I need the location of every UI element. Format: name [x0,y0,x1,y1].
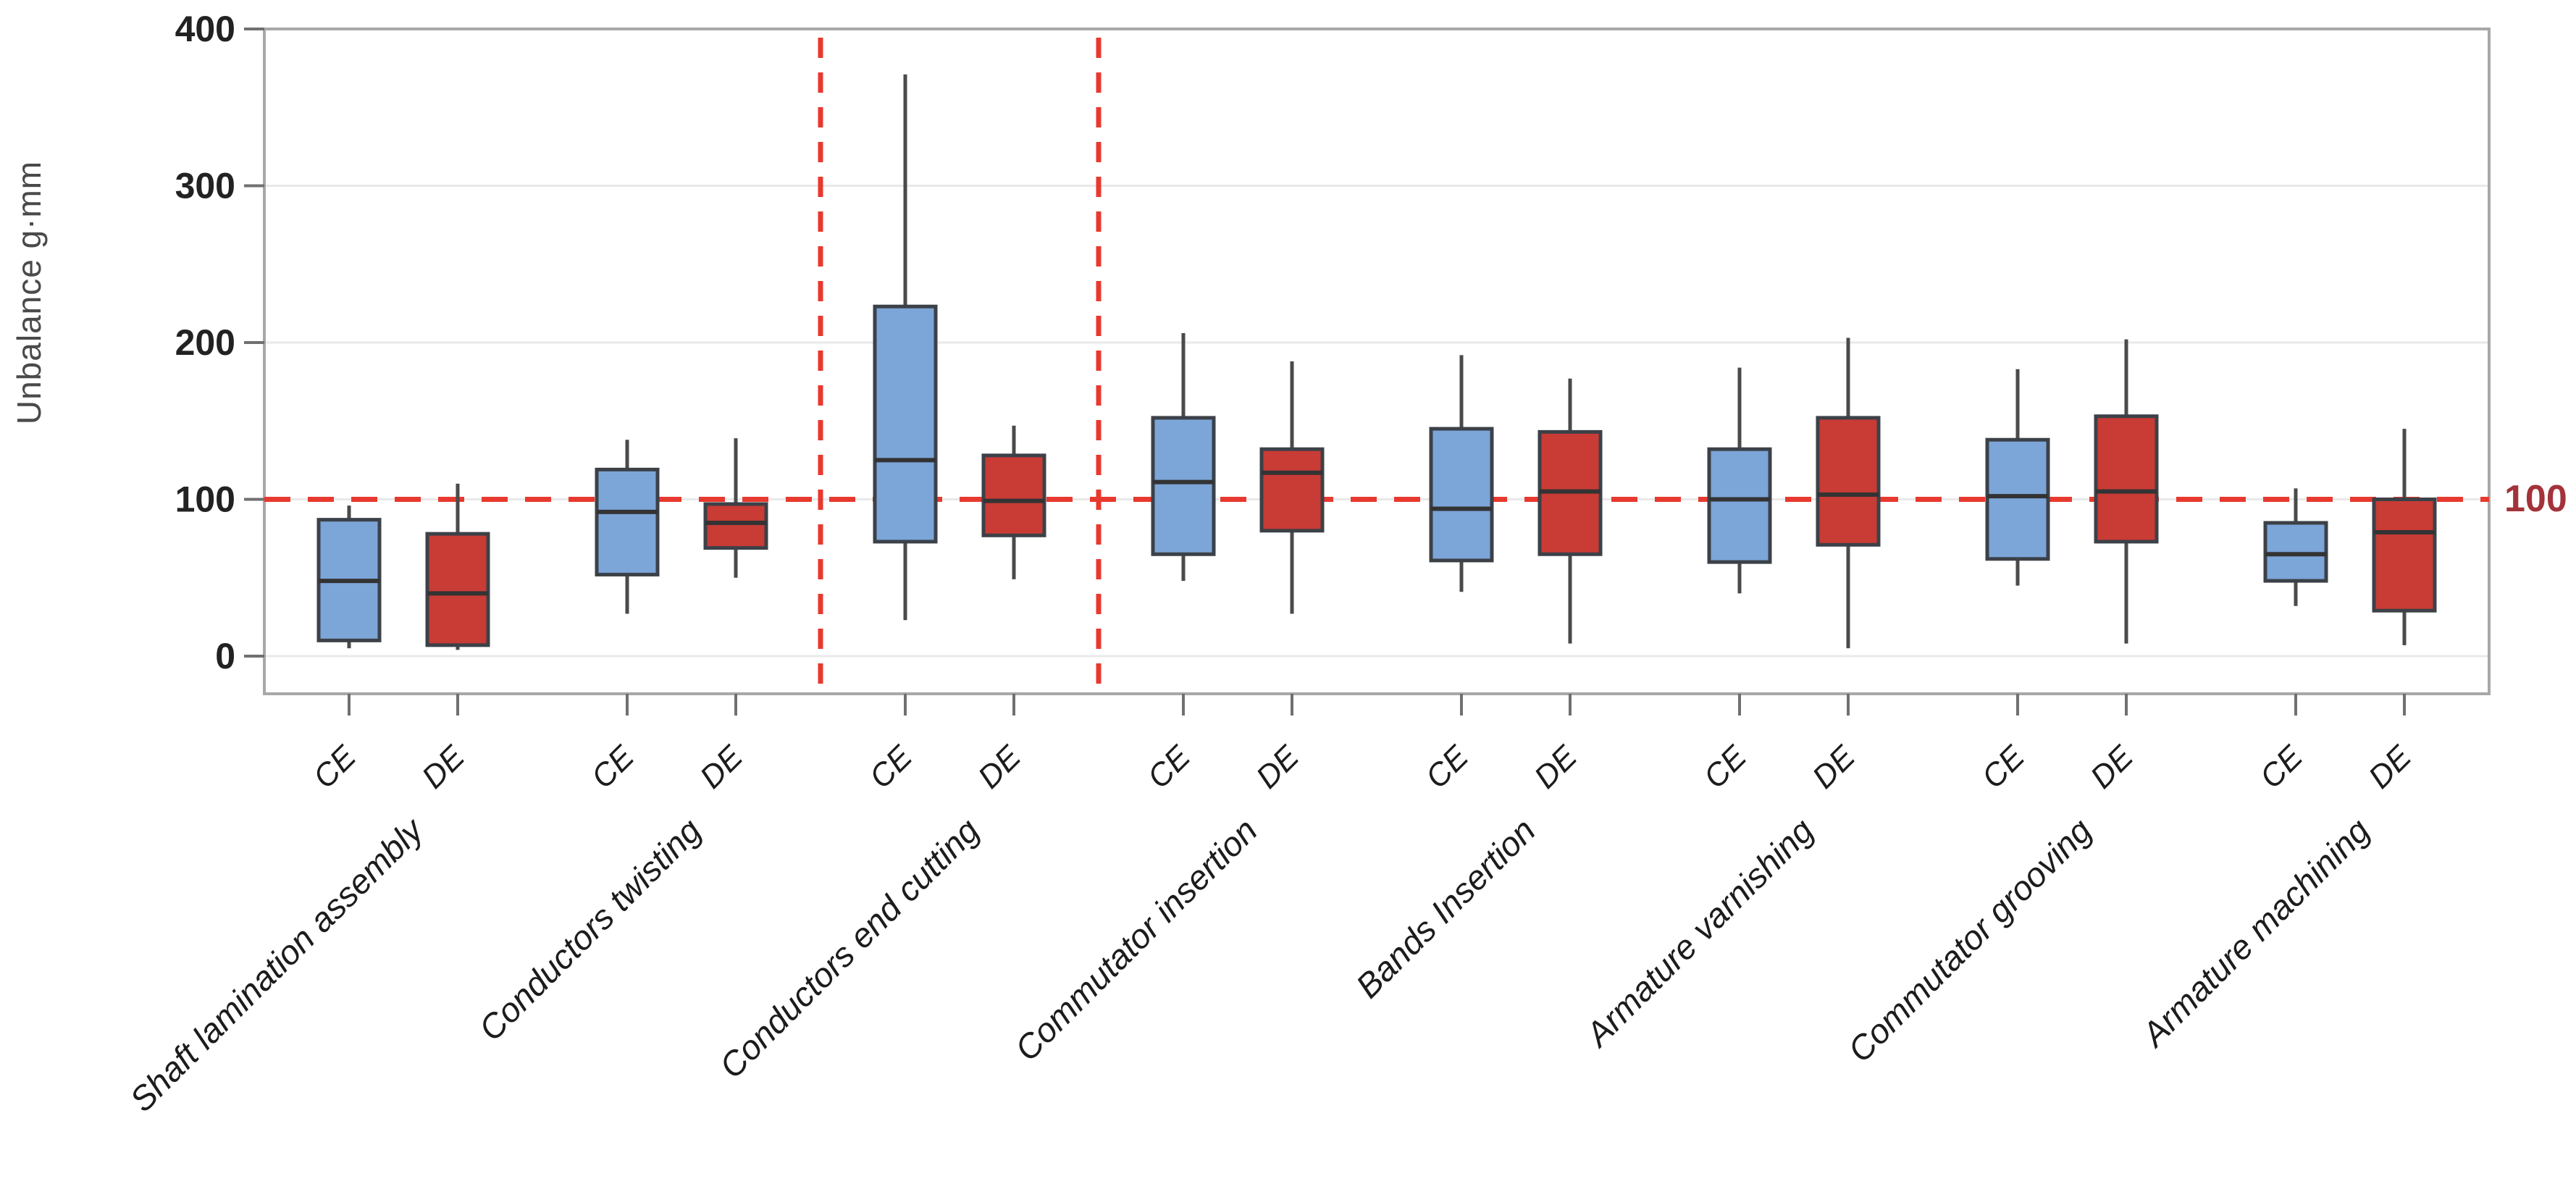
group-label-commutator-grooving: Commutator grooving [1840,811,2099,1070]
group-label-conductors-end-cutting: Conductors end cutting [712,811,986,1086]
x-tick-label-ce-armature-machining: CE [2253,739,2309,795]
box-ce-conductors-twisting [595,440,660,614]
boxplot-group-conductors-end-cutting: CE DE Conductors end cutting [712,74,1046,1086]
x-tick-label-de-armature-varnishing: DE [1805,739,1862,795]
x-tick-label-ce-bands-insertion: CE [1419,739,1475,795]
y-axis-title: Unbalance g·mm [10,161,48,424]
box-ce-armature-machining [2263,488,2328,606]
boxplot-group-commutator-grooving: CE DE Commutator grooving [1840,339,2159,1070]
group-label-armature-varnishing: Armature varnishing [1577,811,1821,1055]
plot-border [263,28,2491,695]
x-tick-label-ce-commutator-insertion: CE [1141,739,1197,795]
group-label-conductors-twisting: Conductors twisting [471,811,708,1048]
y-tick-label-0: 0 [215,636,235,676]
iqr-box-de [2372,498,2437,613]
y-tick-label-300: 300 [175,166,235,206]
boxplot-group-armature-varnishing: CE DE Armature varnishing [1577,337,1881,1055]
box-de-armature-varnishing [1816,337,1881,649]
x-tick-label-de-conductors-end-cutting: DE [971,739,1028,795]
box-ce-commutator-grooving [1985,369,2050,586]
x-tick-label-ce-conductors-twisting: CE [584,739,641,795]
x-tick-label-ce-shaft-lamination-assembly: CE [306,739,363,795]
x-tick-label-de-conductors-twisting: DE [693,739,750,795]
box-de-commutator-grooving [2094,339,2159,644]
boxplot-group-shaft-lamination-assembly: CE DE Shaft lamination assembly [122,483,490,1119]
box-de-shaft-lamination-assembly [425,483,490,650]
box-de-conductors-twisting [703,438,768,578]
box-ce-bands-insertion [1429,355,1494,592]
y-tick-label-400: 400 [175,9,235,49]
box-de-armature-machining [2372,429,2437,645]
box-ce-conductors-end-cutting [873,74,938,621]
iqr-box-de [981,453,1046,537]
iqr-box-ce [873,304,938,544]
ref-line-label: 100 [2504,478,2567,520]
boxplot-group-conductors-twisting: CE DE Conductors twisting [471,438,768,1048]
group-label-commutator-insertion: Commutator insertion [1007,811,1264,1068]
x-tick-label-de-commutator-insertion: DE [1249,739,1306,795]
box-ce-commutator-insertion [1151,333,1216,582]
iqr-box-de [425,532,490,647]
x-tick-label-ce-armature-varnishing: CE [1697,739,1753,795]
iqr-box-de [703,502,768,550]
iqr-box-ce [1429,427,1494,563]
boxplot-group-bands-insertion: CE DE Bands Insertion [1348,355,1603,1005]
boxplot-group-commutator-insertion: CE DE Commutator insertion [1007,333,1325,1068]
x-tick-label-ce-conductors-end-cutting: CE [863,739,919,795]
iqr-box-ce [1151,416,1216,556]
iqr-box-ce [2263,521,2328,583]
box-ce-armature-varnishing [1707,367,1772,594]
box-de-commutator-insertion [1259,361,1325,614]
box-de-bands-insertion [1537,378,1603,644]
group-label-armature-machining: Armature machining [2133,811,2377,1055]
iqr-box-de [1816,416,1881,547]
iqr-box-de [1259,447,1325,533]
iqr-box-de [2094,414,2159,544]
x-tick-label-ce-commutator-grooving: CE [1975,739,2031,795]
y-tick-label-200: 200 [175,322,235,363]
x-tick-label-de-commutator-grooving: DE [2084,739,2140,795]
x-tick-label-de-bands-insertion: DE [1527,739,1584,795]
boxplot-group-armature-machining: CE DE Armature machining [2133,429,2437,1055]
box-de-conductors-end-cutting [981,425,1046,579]
iqr-box-ce [1707,447,1772,564]
x-tick-label-de-armature-machining: DE [2362,739,2418,795]
group-label-shaft-lamination-assembly: Shaft lamination assembly [122,810,432,1119]
y-tick-label-100: 100 [175,479,235,520]
iqr-box-ce [595,467,660,576]
group-label-bands-insertion: Bands Insertion [1348,811,1543,1005]
x-tick-label-de-shaft-lamination-assembly: DE [415,739,471,795]
box-ce-shaft-lamination-assembly [316,505,382,649]
iqr-box-ce [1985,437,2050,561]
